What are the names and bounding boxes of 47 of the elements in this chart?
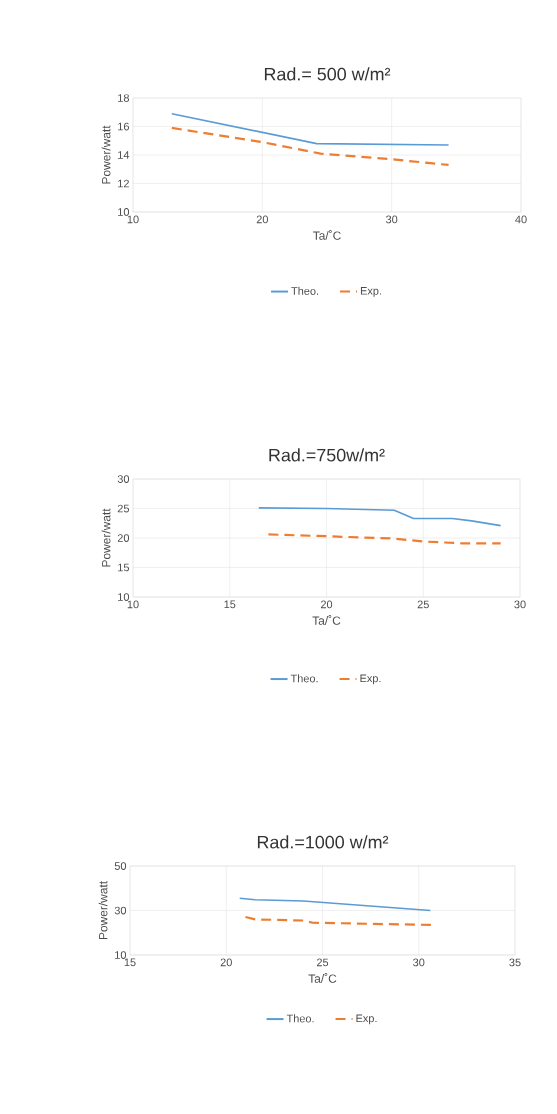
legend-label: Theo. bbox=[290, 674, 318, 683]
chart-title: Rad.= 500 w/m² bbox=[264, 67, 391, 81]
y-axis-title: Power/watt bbox=[101, 125, 111, 184]
y-tick-label: 18 bbox=[118, 94, 129, 102]
legend-label: Exp. bbox=[360, 287, 381, 297]
y-tick-label: 12 bbox=[118, 179, 129, 188]
legend-label: Exp. bbox=[360, 674, 381, 685]
x-axis-title: Ta/˚C bbox=[308, 973, 337, 983]
x-tick-label: 15 bbox=[124, 958, 136, 967]
x-tick-label: 25 bbox=[316, 958, 329, 967]
line-series bbox=[170, 126, 450, 167]
x-tick-label: 20 bbox=[320, 600, 333, 609]
y-tick-label: 15 bbox=[118, 563, 130, 572]
chart-title: Rad.=1000 w/m² bbox=[257, 835, 389, 849]
line-series bbox=[238, 897, 432, 912]
x-tick-label: 20 bbox=[256, 215, 268, 224]
line-series bbox=[244, 915, 434, 927]
chart-title: Rad.=750w/m² bbox=[269, 448, 385, 462]
legend-label: Theo. bbox=[291, 286, 319, 295]
y-axis-title: Power/watt bbox=[101, 508, 111, 567]
y-tick-label: 14 bbox=[118, 151, 130, 159]
y-axis-title: Power/watt bbox=[98, 881, 108, 940]
x-tick-label: 15 bbox=[224, 600, 236, 609]
y-tick-label: 10 bbox=[118, 593, 130, 601]
y-tick-label: 25 bbox=[117, 504, 130, 513]
x-tick-label: 35 bbox=[509, 958, 521, 967]
legend-label: Theo. bbox=[286, 1014, 314, 1023]
y-tick-label: 50 bbox=[114, 862, 127, 870]
x-axis-title: Ta/˚C bbox=[312, 615, 341, 625]
x-tick-label: 40 bbox=[515, 215, 527, 224]
y-tick-label: 30 bbox=[117, 475, 130, 483]
y-tick-label: 30 bbox=[114, 906, 127, 915]
line-series bbox=[257, 507, 502, 527]
x-tick-label: 30 bbox=[386, 215, 398, 224]
y-tick-label: 10 bbox=[115, 951, 127, 959]
y-tick-label: 20 bbox=[117, 534, 130, 542]
x-tick-label: 25 bbox=[417, 600, 429, 609]
x-tick-label: 10 bbox=[127, 600, 139, 609]
x-axis-title: Ta/˚C bbox=[312, 230, 341, 240]
x-tick-label: 30 bbox=[413, 958, 425, 967]
legend-label: Exp. bbox=[356, 1014, 377, 1025]
x-tick-label: 30 bbox=[514, 600, 526, 609]
x-tick-label: 20 bbox=[220, 958, 232, 967]
y-tick-label: 10 bbox=[118, 208, 130, 216]
line-series bbox=[267, 533, 502, 545]
y-tick-label: 16 bbox=[118, 122, 129, 131]
x-tick-label: 10 bbox=[127, 215, 139, 224]
